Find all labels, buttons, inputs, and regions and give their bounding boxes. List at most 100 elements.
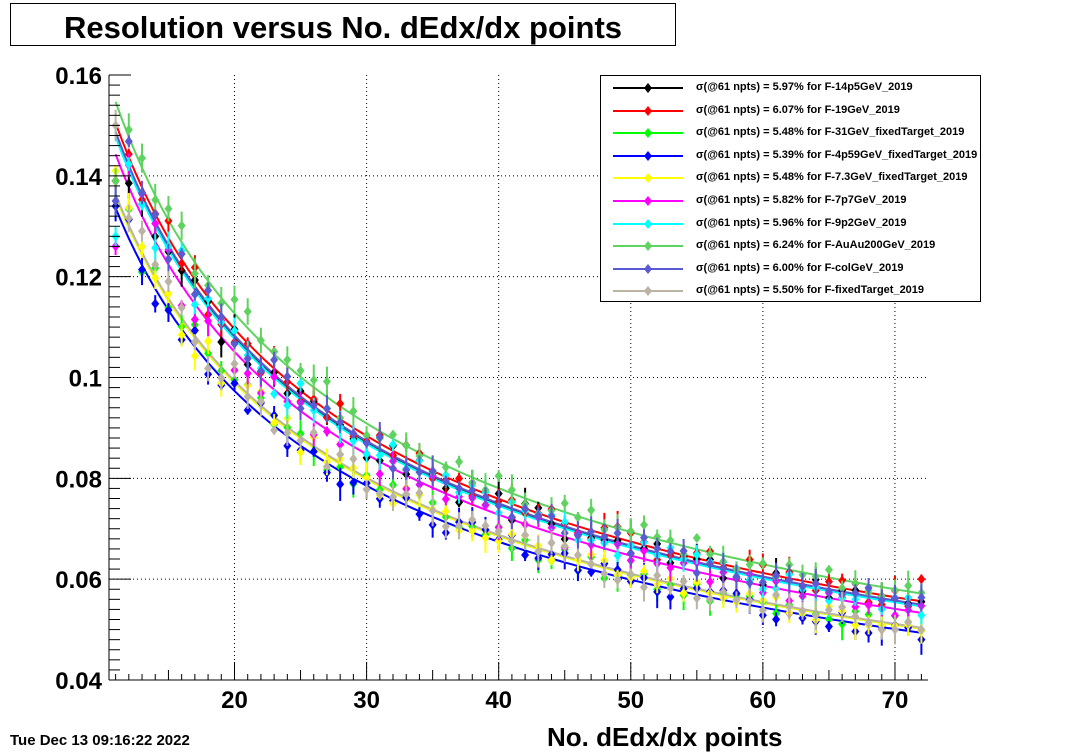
data-point <box>692 593 701 604</box>
data-point <box>164 305 173 316</box>
data-point <box>441 521 450 532</box>
data-point <box>706 558 715 569</box>
data-point <box>217 311 226 322</box>
data-point <box>283 400 292 411</box>
data-point <box>217 372 226 383</box>
data-point <box>587 559 596 570</box>
data-point <box>917 574 926 585</box>
data-point <box>719 586 728 597</box>
data-point <box>151 298 160 309</box>
data-point <box>164 254 173 265</box>
data-point <box>362 472 371 483</box>
data-point <box>190 299 199 310</box>
data-point <box>653 532 662 543</box>
data-point <box>270 371 279 382</box>
data-point <box>732 594 741 605</box>
legend-swatch <box>613 286 683 297</box>
data-point <box>389 439 398 450</box>
data-point <box>811 610 820 621</box>
data-point <box>349 477 358 488</box>
data-point <box>283 427 292 438</box>
data-point <box>441 494 450 505</box>
data-point <box>904 617 913 628</box>
legend-swatch <box>613 196 683 206</box>
data-point <box>362 430 371 441</box>
data-point <box>639 519 648 530</box>
fit-curve-7 <box>114 101 922 595</box>
data-point <box>455 483 464 494</box>
data-point <box>639 566 648 577</box>
data-point <box>124 178 133 189</box>
data-point <box>745 577 754 588</box>
legend-entry: σ(@61 npts) = 5.48% for F-31GeV_fixedTar… <box>601 122 980 144</box>
data-point <box>349 435 358 446</box>
data-point <box>441 462 450 473</box>
data-point <box>838 575 847 586</box>
data-point <box>666 546 675 557</box>
data-point <box>336 449 345 460</box>
legend: σ(@61 npts) = 5.97% for F-14p5GeV_2019 σ(… <box>600 75 981 302</box>
data-point <box>917 610 926 621</box>
data-point <box>375 488 384 499</box>
data-point <box>389 429 398 440</box>
legend-label: σ(@61 npts) = 6.24% for F-AuAu200GeV_201… <box>696 239 936 252</box>
legend-swatch <box>613 105 683 116</box>
data-point <box>190 325 199 336</box>
data-point <box>481 492 490 503</box>
data-point <box>547 511 556 522</box>
y-tick-label: 0.1 <box>69 366 102 393</box>
data-point <box>521 549 530 560</box>
legend-swatch <box>613 173 683 184</box>
data-point <box>177 220 186 231</box>
data-point <box>322 426 331 437</box>
data-point <box>679 545 688 556</box>
data-point <box>349 428 358 439</box>
data-point <box>309 446 318 457</box>
data-point <box>468 485 477 496</box>
data-point <box>402 464 411 475</box>
data-point <box>679 588 688 599</box>
data-point <box>336 417 345 428</box>
data-point <box>600 568 609 579</box>
data-point <box>230 294 239 305</box>
data-point <box>441 476 450 487</box>
data-point <box>138 187 147 198</box>
data-point <box>851 601 860 612</box>
data-point <box>204 315 213 326</box>
legend-label: σ(@61 npts) = 6.07% for F-19GeV_2019 <box>696 103 900 116</box>
legend-swatch <box>613 150 683 161</box>
data-point <box>547 555 556 566</box>
data-point <box>309 427 318 438</box>
data-point <box>824 585 833 596</box>
legend-label: σ(@61 npts) = 5.82% for F-7p7GeV_2019 <box>696 194 907 206</box>
x-tick-label: 30 <box>353 687 380 714</box>
data-point <box>151 259 160 270</box>
data-point <box>151 273 160 284</box>
data-point <box>296 365 305 376</box>
data-point <box>164 276 173 287</box>
data-point <box>772 614 781 625</box>
data-point <box>270 418 279 429</box>
x-tick-label: 40 <box>485 687 512 714</box>
data-point <box>111 175 120 186</box>
x-tick-label: 20 <box>221 687 248 714</box>
data-point <box>283 371 292 382</box>
data-point <box>851 620 860 631</box>
data-point <box>375 432 384 443</box>
legend-label: σ(@61 npts) = 5.96% for F-9p2GeV_2019 <box>696 216 907 229</box>
data-point <box>904 599 913 610</box>
data-point <box>309 400 318 411</box>
data-point <box>824 604 833 615</box>
data-point <box>190 337 199 348</box>
data-point <box>666 535 675 546</box>
data-point <box>811 578 820 589</box>
data-point <box>494 470 503 481</box>
data-point <box>124 159 133 170</box>
data-point <box>692 567 701 578</box>
x-axis-label: No. dEdx/dx points <box>547 722 783 752</box>
data-point <box>243 391 252 402</box>
data-point <box>204 336 213 347</box>
data-point <box>653 543 662 554</box>
legend-entry: σ(@61 npts) = 6.24% for F-AuAu200GeV_201… <box>601 235 980 257</box>
